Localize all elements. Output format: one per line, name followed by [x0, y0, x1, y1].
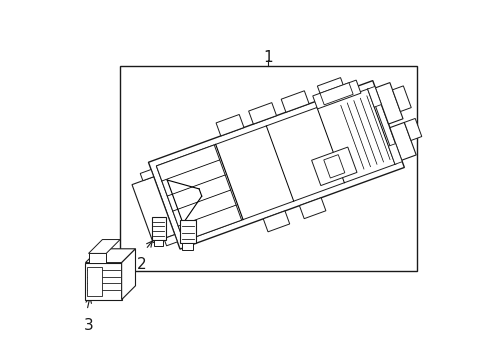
- Polygon shape: [263, 211, 289, 232]
- Polygon shape: [182, 243, 193, 249]
- Polygon shape: [163, 235, 177, 246]
- Polygon shape: [216, 114, 244, 136]
- Polygon shape: [392, 86, 410, 112]
- Polygon shape: [323, 155, 344, 178]
- Polygon shape: [140, 170, 153, 181]
- Bar: [120, 66, 416, 271]
- Polygon shape: [389, 122, 415, 160]
- Polygon shape: [311, 147, 356, 185]
- Polygon shape: [317, 78, 345, 99]
- Polygon shape: [88, 253, 106, 263]
- Polygon shape: [148, 81, 404, 249]
- Polygon shape: [122, 249, 135, 300]
- Polygon shape: [132, 177, 174, 243]
- Polygon shape: [151, 217, 165, 240]
- Text: 1: 1: [263, 50, 272, 64]
- Polygon shape: [156, 145, 241, 241]
- Polygon shape: [85, 249, 135, 263]
- Text: 2: 2: [137, 257, 146, 272]
- Polygon shape: [180, 220, 195, 243]
- Polygon shape: [387, 144, 402, 164]
- Polygon shape: [156, 89, 396, 241]
- Polygon shape: [375, 82, 402, 124]
- Polygon shape: [281, 91, 308, 112]
- Polygon shape: [319, 83, 352, 105]
- Polygon shape: [88, 239, 120, 253]
- Polygon shape: [299, 198, 325, 219]
- Polygon shape: [154, 240, 163, 247]
- Polygon shape: [85, 263, 122, 300]
- Polygon shape: [404, 118, 421, 140]
- Text: 3: 3: [83, 318, 93, 333]
- Polygon shape: [312, 80, 360, 109]
- Polygon shape: [87, 266, 102, 296]
- Polygon shape: [248, 103, 276, 124]
- Polygon shape: [367, 86, 381, 107]
